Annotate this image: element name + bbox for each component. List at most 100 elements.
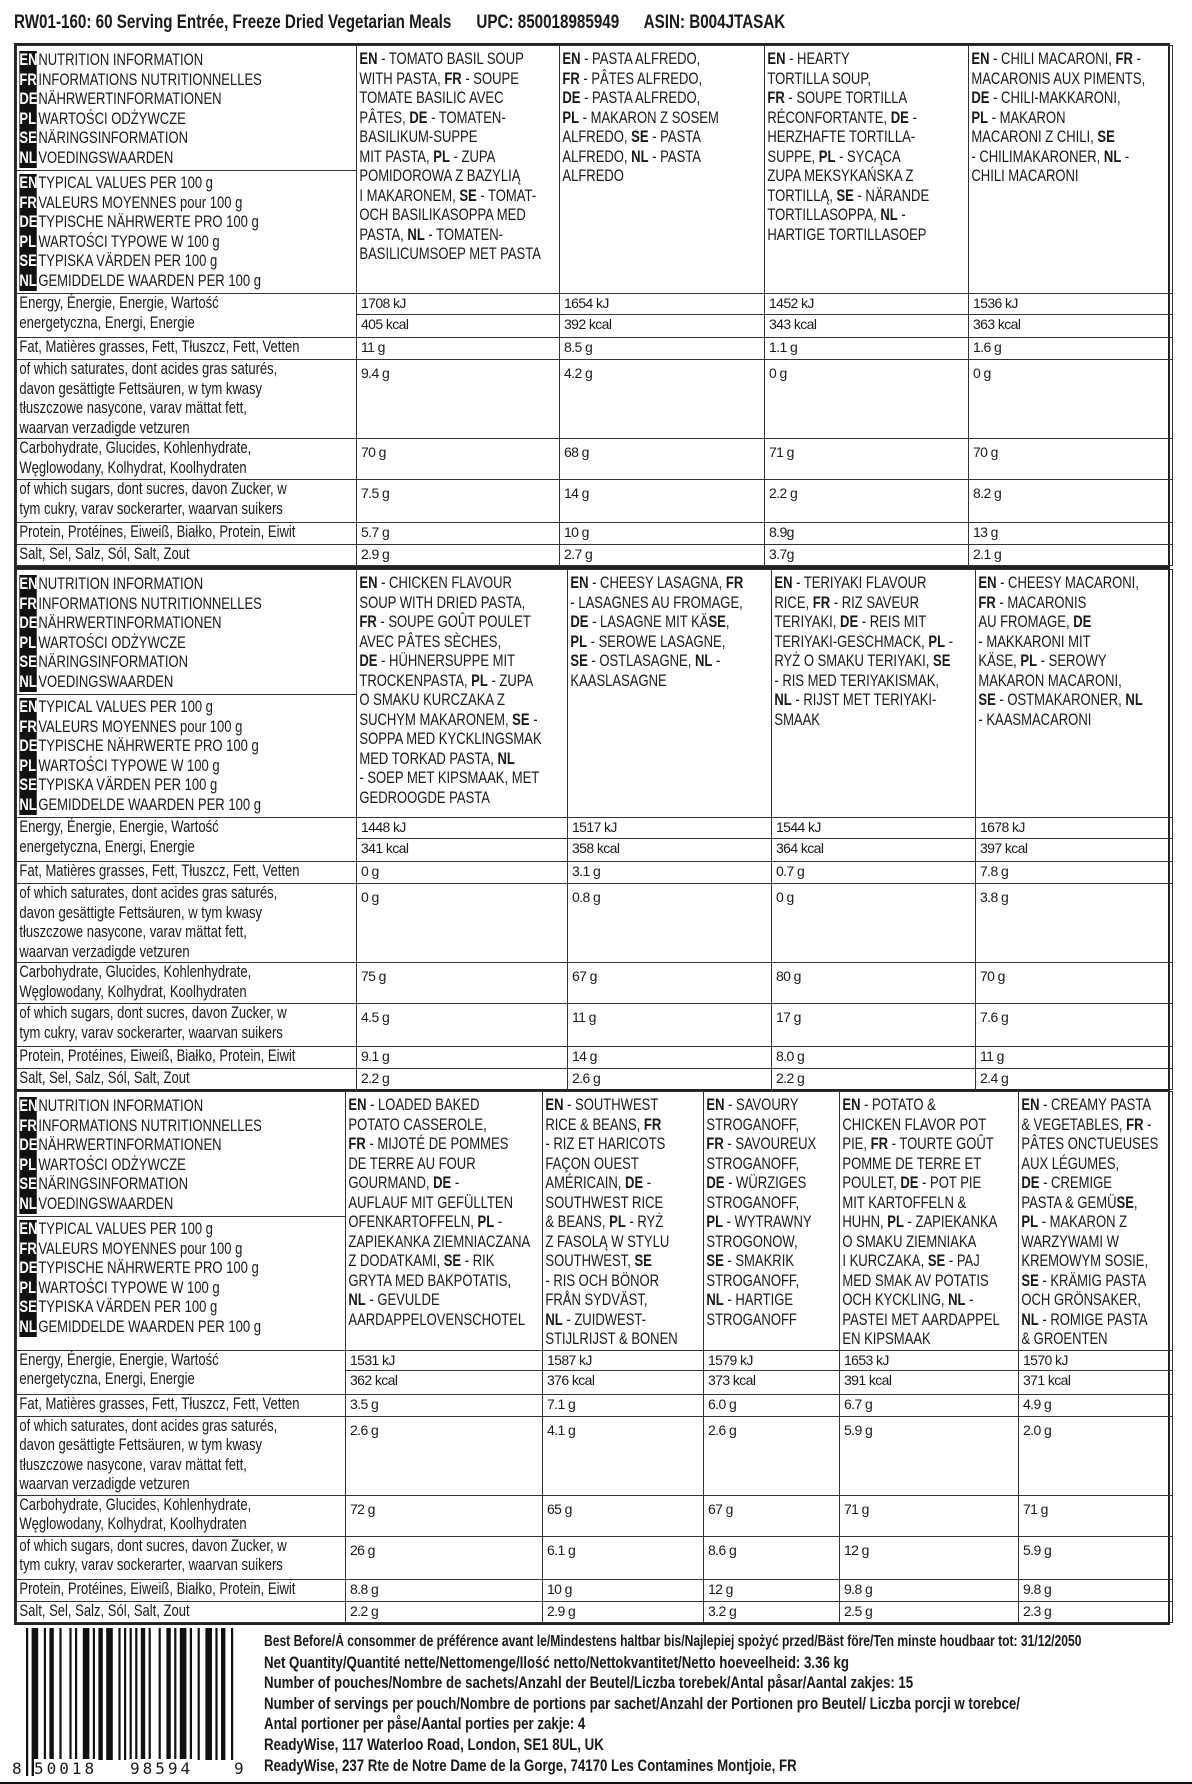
language-line-text: NÄHRWERTINFORMATIONEN: [38, 1136, 222, 1154]
language-code-badge: SE: [19, 129, 37, 149]
nutrient-row-saturates: of which saturates, dont acides gras sat…: [16, 359, 1173, 439]
product-name-line: DE - CHILI-MAKKARONI,: [971, 89, 1121, 107]
product-name-line: SOPPA MED KYCKLINGSMAK: [359, 730, 542, 748]
language-code-badge: SE: [19, 1298, 37, 1318]
nutrient-value-cell: 10 g: [542, 1578, 704, 1602]
language-code-badge: NL: [19, 795, 37, 815]
label-header-cell: ENNUTRITION INFORMATION FRINFORMATIONS NU…: [16, 1091, 346, 1351]
fat-value: 1.1 g: [769, 339, 798, 355]
language-code-badge: EN: [19, 698, 38, 718]
nutrition-grid: ENNUTRITION INFORMATION FRINFORMATIONS NU…: [16, 1091, 1173, 1623]
bottom-edge: [0, 1782, 1192, 1784]
carbohydrate-value: 71 g: [1023, 1500, 1048, 1517]
nutrient-label-line: of which sugars, dont sucres, davon Zuck…: [19, 1004, 287, 1023]
product-name-line: BASILIKUM-SUPPE: [359, 128, 478, 146]
product-name-line: MIT PASTA, PL - ZUPA: [359, 147, 496, 166]
nutrient-value-cell: 9.8 g: [1018, 1578, 1173, 1602]
language-line-text: TYPISCHE NÄHRWERTE PRO 100 g: [38, 213, 259, 231]
language-code-badge: PL: [19, 232, 37, 252]
saturates-value: 0 g: [361, 889, 379, 905]
product-name-line: BASILICUMSOEP MET PASTA: [359, 245, 541, 263]
net-quantity: Net Quantity/Quantité nette/Nettomenge/I…: [264, 1652, 850, 1672]
saturates-value: 2.6 g: [708, 1421, 737, 1438]
product-name-line: POMIDOROWA Z BAZYLIĄ: [359, 167, 521, 185]
energy-kj-value: 1570 kJ: [1019, 1351, 1172, 1371]
nutrient-value-cell: 75 g: [356, 962, 568, 1004]
saturates-value: 5.9 g: [844, 1421, 873, 1438]
nutrient-value-cell: 4.9 g: [1018, 1393, 1173, 1417]
barcode-bar: [82, 1628, 90, 1760]
energy-kcal-value: 341 kcal: [361, 839, 409, 856]
product-name-line: POTATO CASSEROLE,: [348, 1115, 487, 1134]
language-line-text: INFORMATIONS NUTRITIONNELLES: [38, 1116, 262, 1135]
product-name-line: EN - POTATO &: [842, 1096, 936, 1114]
nutrient-value-cell: 8.0 g: [771, 1046, 976, 1069]
product-name-line: - RIS OCH BÖNOR: [545, 1271, 660, 1290]
nutrient-value-cell: 1536 kJ 363 kcal: [968, 293, 1173, 338]
nutrient-label-line: Energy, Énergie, Energie, Wartość: [19, 294, 219, 313]
product-name-line: POULET, DE - POT PIE: [842, 1174, 982, 1192]
language-line: FRINFORMATIONS NUTRITIONNELLES: [18, 594, 285, 614]
product-name-line: TORTILLASOPPA, NL -: [767, 206, 906, 224]
salt-value: 2.9 g: [547, 1602, 576, 1619]
language-line: SETYPISKA VÄRDEN PER 100 g: [18, 1298, 277, 1318]
protein-value: 12 g: [708, 1580, 733, 1597]
language-code-badge: EN: [19, 575, 38, 595]
saturates-value: 2.6 g: [350, 1421, 379, 1438]
nutrient-label-cell: of which sugars, dont sucres, davon Zuck…: [16, 1535, 346, 1580]
nutrition-table: ENNUTRITION INFORMATION FRINFORMATIONS NU…: [14, 43, 1173, 568]
product-name-line: KAASLASAGNE: [570, 671, 667, 690]
product-name-line: PÂTES ONCTUEUSES: [1021, 1135, 1159, 1153]
nutrient-value-cell: 11 g: [975, 1046, 1173, 1069]
carbohydrate-value: 67 g: [708, 1500, 733, 1517]
barcode-bar: [43, 1628, 46, 1760]
sugars-value: 26 g: [350, 1541, 375, 1558]
language-line: NLVOEDINGSWAARDEN: [18, 672, 285, 692]
saturates-value: 4.2 g: [564, 365, 593, 381]
barcode-digit: 50018: [34, 1759, 98, 1778]
energy-kj-value: 1579 kJ: [704, 1351, 839, 1371]
nutrient-value-cell: 13 g: [968, 522, 1173, 545]
nutrient-row-salt: Salt, Sel, Salz, Sól, Salt, Zout 2.2 g 2.6…: [16, 1068, 1173, 1090]
nutrient-value-cell: 3.2 g: [703, 1600, 840, 1623]
saturates-value: 3.8 g: [980, 889, 1009, 905]
product-name-cell: EN - TOMATO BASIL SOUP WITH PASTA, FR - S…: [356, 45, 560, 294]
product-name-line: WITH PASTA, FR - SOUPE: [359, 69, 519, 88]
product-name-line: CHICKEN FLAVOR POT: [842, 1115, 987, 1134]
language-code-badge: FR: [19, 1116, 37, 1136]
language-line: DENÄHRWERTINFORMATIONEN: [18, 614, 285, 634]
energy-kcal-value: 364 kcal: [776, 839, 824, 856]
language-code-badge: PL: [19, 756, 37, 776]
fat-value: 11 g: [361, 339, 385, 355]
salt-value: 2.5 g: [844, 1602, 873, 1619]
nutrient-value-cell: 8.8 g: [345, 1578, 543, 1602]
carbohydrate-value: 68 g: [564, 444, 589, 460]
header-row: ENNUTRITION INFORMATION FRINFORMATIONS NU…: [16, 1091, 1173, 1351]
product-name-cell: EN - CREAMY PASTA & VEGETABLES, FR - PÂTES…: [1018, 1091, 1173, 1351]
language-line-text: INFORMATIONS NUTRITIONNELLES: [38, 70, 262, 89]
typical-values-section: ENTYPICAL VALUES PER 100 g FRVALEURS MOYE…: [18, 695, 356, 817]
product-name-line: STROGANOFF,: [706, 1115, 800, 1134]
nutrient-value-cell: 9.8 g: [839, 1578, 1019, 1602]
nutrient-value-cell: 5.9 g: [1018, 1535, 1173, 1580]
language-code-badge: EN: [19, 51, 38, 71]
nutrient-label-line: Fat, Matières grasses, Fett, Tłuszcz, Fe…: [19, 1394, 300, 1413]
product-name-line: DE - HÜHNERSUPPE MIT: [359, 652, 516, 670]
nutrient-row-salt: Salt, Sel, Salz, Sól, Salt, Zout 2.9 g 2.7…: [16, 544, 1173, 566]
product-name-line: HERZHAFTE TORTILLA-: [767, 128, 916, 146]
product-name-line: TERIYAKI, DE - REIS MIT: [774, 613, 927, 631]
product-name-line: DE - PASTA ALFREDO,: [562, 89, 701, 107]
saturates-value: 0 g: [776, 889, 794, 905]
product-name-line: FRÅN SYDVÄST,: [545, 1291, 648, 1309]
nutrient-value-cell: 9.4 g: [356, 359, 560, 439]
language-line: SENÄRINGSINFORMATION: [18, 1175, 277, 1195]
nutrient-label-line: Carbohydrate, Glucides, Kohlenhydrate,: [19, 1495, 252, 1514]
product-name-line: EN - CHICKEN FLAVOUR: [359, 574, 512, 592]
product-name-line: PL - MAKARON Z SOSEM: [562, 108, 719, 127]
product-name-line: GEDROOGDE PASTA: [359, 788, 490, 807]
language-code-badge: EN: [19, 1220, 38, 1240]
nutrient-row-salt: Salt, Sel, Salz, Sól, Salt, Zout 2.2 g 2.9…: [16, 1600, 1173, 1623]
product-name-line: ALFREDO, NL - PASTA: [562, 147, 701, 166]
product-name-line: FR - SOUPE TORTILLA: [767, 89, 908, 107]
label-header-cell: ENNUTRITION INFORMATION FRINFORMATIONS NU…: [16, 569, 357, 818]
